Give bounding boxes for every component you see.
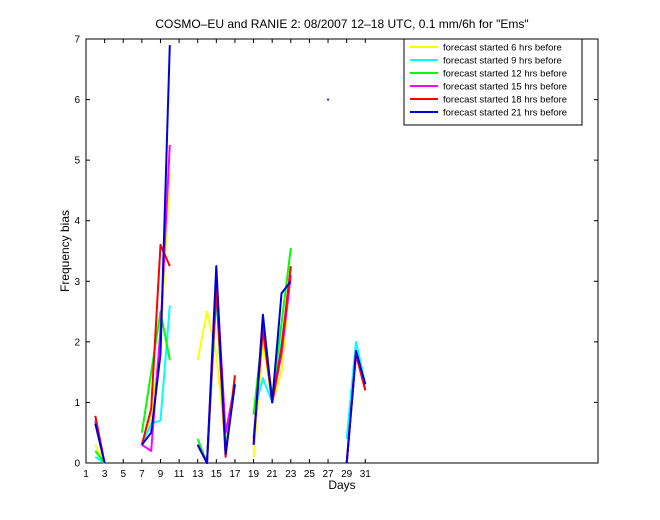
y-tick-label: 6	[74, 95, 80, 106]
x-tick-label: 1	[83, 469, 89, 480]
y-tick-label: 1	[74, 398, 80, 409]
y-tick-label: 0	[74, 459, 80, 470]
x-tick-label: 23	[285, 469, 297, 480]
series-segment	[196, 265, 236, 464]
x-tick-label: 5	[120, 469, 126, 480]
x-axis-label: Days	[328, 478, 355, 492]
x-tick-label: 11	[174, 469, 185, 480]
series-segment	[94, 450, 106, 464]
y-axis-label: Frequency bias	[58, 210, 72, 292]
x-tick-label: 3	[102, 469, 108, 480]
series-segment	[345, 349, 367, 464]
y-tick-label: 3	[74, 277, 80, 288]
x-tick-label: 19	[248, 469, 260, 480]
x-tick-label: 17	[229, 469, 241, 480]
chart-title: COSMO–EU and RANIE 2: 08/2007 12–18 UTC,…	[155, 17, 528, 31]
y-tick-label: 7	[74, 35, 80, 46]
legend-label: forecast started 12 hrs before	[443, 69, 567, 80]
legend-box	[403, 38, 583, 126]
x-tick-label: 13	[192, 469, 204, 480]
series-segment	[141, 45, 171, 446]
legend-label: forecast started 21 hrs before	[443, 108, 567, 119]
legend-label: forecast started 15 hrs before	[443, 82, 567, 93]
y-axis-ticks: 0 1 2 3 4 5 6 7	[74, 35, 598, 470]
x-axis-ticks: 1 3 5 7 9 11 13 15 17 19 21 23 25 27 29 31	[83, 39, 371, 480]
series-segment	[94, 423, 106, 464]
x-tick-label: 15	[211, 469, 223, 480]
legend-label: forecast started 6 hrs before	[443, 43, 562, 54]
series-segment	[140, 243, 171, 446]
x-tick-label: 29	[341, 469, 353, 480]
x-tick-label: 31	[360, 469, 372, 480]
series-point	[327, 98, 330, 101]
series-line	[94, 45, 367, 464]
y-tick-label: 5	[74, 156, 80, 167]
series-lines	[94, 45, 367, 464]
series-segment	[140, 305, 171, 446]
x-tick-label: 9	[158, 469, 164, 480]
x-tick-label: 25	[304, 469, 316, 480]
y-tick-label: 2	[74, 337, 80, 348]
legend-label: forecast started 18 hrs before	[443, 95, 567, 106]
y-tick-label: 4	[74, 216, 80, 227]
x-tick-label: 27	[322, 469, 334, 480]
legend-label: forecast started 9 hrs before	[443, 56, 562, 67]
x-tick-label: 7	[139, 469, 145, 480]
legend: forecast started 6 hrs before forecast st…	[403, 38, 583, 126]
x-tick-label: 21	[267, 469, 279, 480]
series-segment	[252, 280, 292, 445]
